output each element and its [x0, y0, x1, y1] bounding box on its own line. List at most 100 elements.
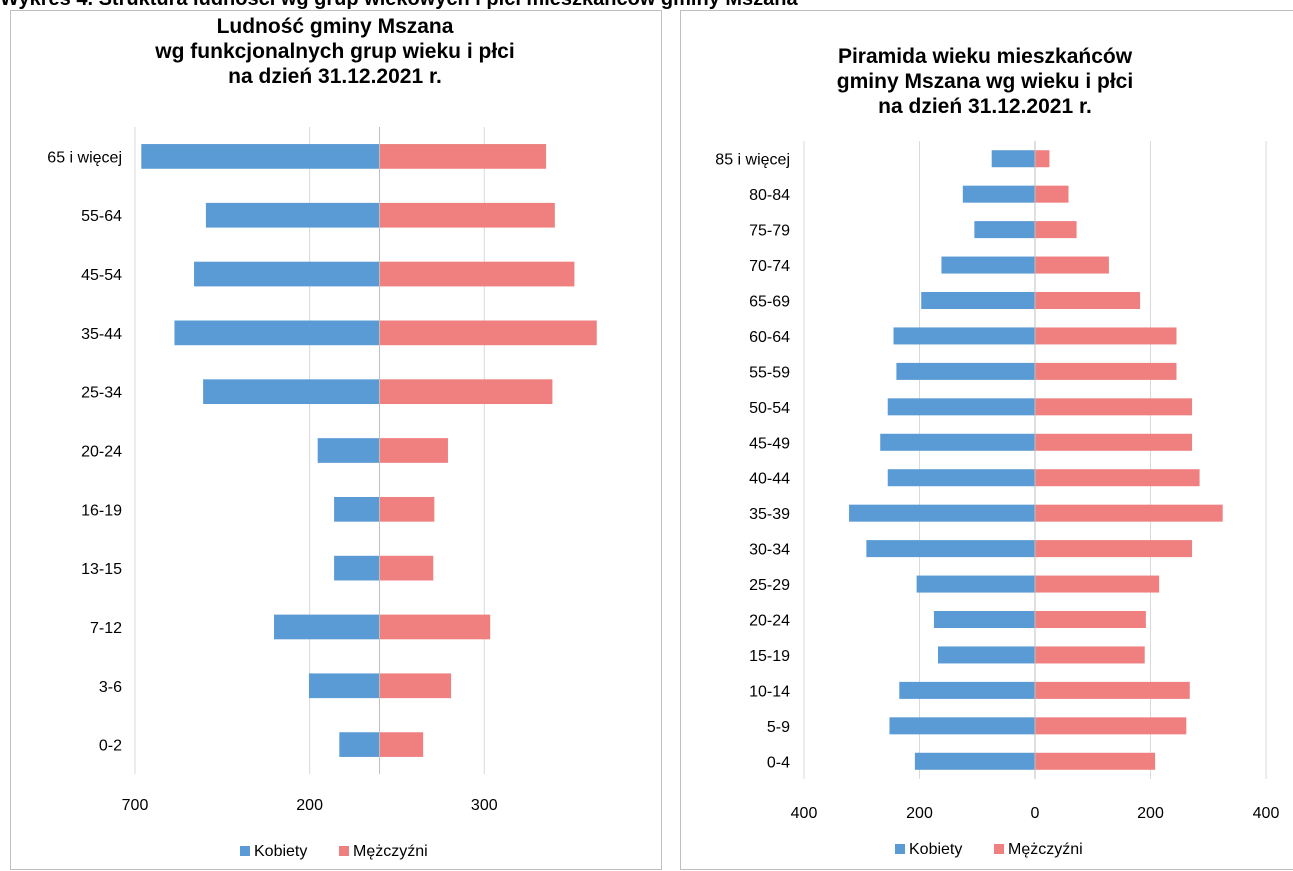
bar-mezczyzni: [1035, 221, 1077, 239]
bar-kobiety: [991, 150, 1035, 168]
bar-mezczyzni: [1035, 327, 1177, 345]
chart-title-line: Piramida wieku mieszkańców: [838, 45, 1133, 68]
bar-mezczyzni: [1035, 398, 1193, 416]
chart-panel-age-pyramid: Piramida wieku mieszkańców gminy Mszana w…: [680, 10, 1293, 870]
bar-kobiety: [308, 673, 380, 699]
category-label: 0-4: [767, 754, 790, 771]
bar-kobiety: [339, 732, 380, 757]
bar-kobiety: [317, 438, 380, 463]
legend-label: Mężczyźni: [353, 843, 428, 860]
chart-title-line: wg funkcjonalnych grup wieku i płci: [154, 40, 514, 63]
x-tick-label: 200: [906, 805, 933, 822]
bar-mezczyzni: [1035, 610, 1146, 629]
legend-swatch: [240, 846, 250, 856]
bar-mezczyzni: [1035, 504, 1223, 522]
bar-mezczyzni: [1035, 185, 1069, 203]
x-tick-label: 700: [122, 797, 149, 814]
x-tick-label: 300: [471, 797, 498, 814]
x-tick-label: 0: [1031, 805, 1040, 822]
bar-kobiety: [274, 614, 380, 640]
bar-kobiety: [921, 291, 1035, 310]
legend-swatch: [994, 844, 1004, 854]
category-label: 85 i więcej: [715, 152, 790, 169]
bar-kobiety: [916, 575, 1035, 593]
bar-kobiety: [974, 221, 1035, 239]
bar-mezczyzni: [1035, 433, 1193, 451]
bar-kobiety: [914, 752, 1035, 770]
category-label: 10-14: [749, 683, 790, 700]
bar-kobiety: [933, 610, 1035, 629]
bar-mezczyzni: [379, 202, 555, 228]
chart-title-line: na dzień 31.12.2021 r.: [228, 65, 442, 88]
category-label: 35-39: [749, 506, 790, 523]
category-label: 35-44: [81, 326, 122, 343]
chart-title-line: na dzień 31.12.2021 r.: [878, 95, 1092, 118]
bar-mezczyzni: [379, 379, 553, 405]
category-label: 65-69: [749, 294, 790, 311]
category-label: 7-12: [90, 620, 122, 637]
bar-mezczyzni: [1035, 752, 1156, 770]
bar-kobiety: [893, 327, 1035, 345]
bar-mezczyzni: [379, 732, 424, 757]
bar-mezczyzni: [1035, 362, 1177, 380]
bar-kobiety: [896, 362, 1035, 380]
category-label: 16-19: [81, 502, 122, 519]
bar-mezczyzni: [1035, 291, 1141, 310]
bar-mezczyzni: [379, 555, 434, 581]
chart-title-line: Ludność gminy Mszana: [217, 15, 454, 38]
figure-caption: Wykres 4. Struktura ludności wg grup wie…: [0, 0, 1293, 11]
category-label: 13-15: [81, 561, 122, 578]
bar-kobiety: [334, 496, 380, 522]
category-label: 50-54: [749, 400, 790, 417]
category-label: 5-9: [767, 719, 790, 736]
category-label: 20-24: [81, 444, 122, 461]
chart-title-line: gminy Mszana wg wieku i płci: [837, 70, 1133, 93]
bar-mezczyzni: [379, 673, 452, 699]
category-label: 80-84: [749, 187, 790, 204]
bar-kobiety: [889, 717, 1035, 735]
bar-mezczyzni: [1035, 681, 1190, 699]
bar-kobiety: [849, 504, 1035, 522]
bar-kobiety: [203, 379, 380, 405]
bar-mezczyzni: [1035, 575, 1160, 593]
category-label: 65 i więcej: [47, 149, 122, 166]
bar-kobiety: [937, 646, 1035, 664]
category-label: 55-59: [749, 364, 790, 381]
x-tick-label: 200: [1137, 805, 1164, 822]
bar-mezczyzni: [1035, 469, 1200, 487]
legend-label: Kobiety: [909, 841, 962, 858]
category-label: 30-34: [749, 542, 790, 559]
bar-kobiety: [941, 256, 1035, 274]
bar-mezczyzni: [1035, 540, 1193, 558]
bar-kobiety: [880, 433, 1035, 451]
category-label: 45-54: [81, 267, 122, 284]
bar-mezczyzni: [379, 261, 575, 287]
x-tick-label: 400: [1253, 805, 1280, 822]
category-label: 25-29: [749, 577, 790, 594]
bar-kobiety: [866, 540, 1035, 558]
x-tick-label: 400: [791, 805, 818, 822]
bar-mezczyzni: [1035, 646, 1145, 664]
x-tick-label: 200: [296, 797, 323, 814]
category-label: 75-79: [749, 223, 790, 240]
category-label: 25-34: [81, 385, 122, 402]
category-label: 70-74: [749, 258, 790, 275]
bar-mezczyzni: [379, 614, 491, 640]
bar-kobiety: [205, 202, 380, 228]
bar-mezczyzni: [1035, 256, 1109, 274]
legend-swatch: [339, 846, 349, 856]
bar-kobiety: [899, 681, 1035, 699]
category-label: 3-6: [99, 679, 122, 696]
bar-kobiety: [334, 555, 380, 581]
legend-label: Kobiety: [254, 843, 307, 860]
bar-mezczyzni: [379, 144, 547, 169]
bar-mezczyzni: [379, 320, 597, 346]
chart-panel-functional-groups: Ludność gminy Mszana wg funkcjonalnych gr…: [10, 10, 662, 870]
bar-mezczyzni: [379, 496, 435, 522]
category-label: 40-44: [749, 471, 790, 488]
legend-swatch: [895, 844, 905, 854]
category-label: 60-64: [749, 329, 790, 346]
bar-kobiety: [887, 469, 1035, 487]
bar-mezczyzni: [1035, 150, 1050, 168]
